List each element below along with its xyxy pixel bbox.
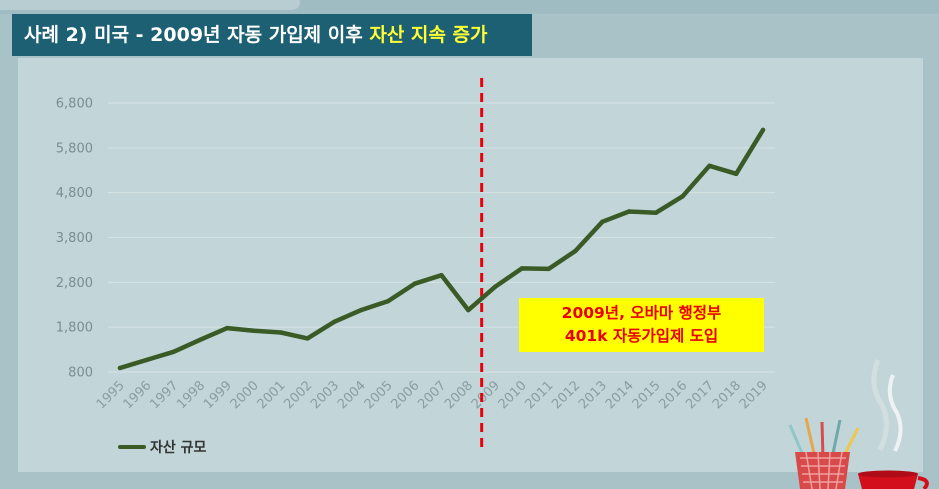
top-strip [0, 0, 939, 14]
slide-title-prefix: 사례 2) 미국 - 2009년 자동 가입제 이후 [24, 24, 370, 46]
data-point [198, 337, 203, 342]
top-tab-shape [0, 0, 300, 10]
x-tick-label: 2017 [683, 378, 717, 412]
y-tick-label: 2,800 [56, 276, 93, 291]
data-point [144, 357, 149, 363]
y-tick-label: 3,800 [56, 231, 93, 246]
x-tick-label: 2010 [496, 378, 530, 412]
data-point [680, 194, 685, 199]
data-point [760, 127, 766, 133]
data-point [573, 248, 578, 254]
x-tick-label: 1999 [201, 378, 235, 412]
y-tick-label: 5,800 [56, 141, 93, 156]
data-point [600, 219, 605, 225]
x-tick-label: 1997 [147, 378, 181, 412]
data-point [358, 307, 364, 313]
x-tick-label: 2014 [603, 378, 637, 412]
data-point [305, 336, 310, 341]
x-tick-label: 2015 [630, 378, 664, 412]
series-points [117, 127, 766, 371]
data-point [412, 281, 417, 286]
x-tick-label: 2013 [576, 378, 610, 412]
data-point [385, 298, 391, 304]
y-axis-ticks: 800 1,800 2,800 3,800 4,800 5,800 6,800 [56, 97, 93, 381]
x-tick-label: 2003 [308, 378, 342, 412]
data-point [171, 349, 176, 355]
data-point [466, 307, 471, 313]
data-point [653, 210, 659, 216]
annotation-line-2: 401k 자동가입제 도입 [564, 327, 719, 345]
x-tick-label: 2012 [549, 378, 583, 412]
x-tick-label: 2000 [228, 378, 262, 412]
data-point [707, 163, 712, 168]
data-point [626, 209, 632, 214]
x-tick-label: 2018 [710, 378, 744, 412]
data-point [439, 272, 444, 278]
legend-line-swatch [118, 445, 146, 449]
x-tick-label: 2006 [389, 378, 423, 412]
x-axis-ticks: 1995199619971998199920002001200220032004… [94, 378, 771, 412]
x-tick-label: 2005 [362, 378, 396, 412]
y-tick-label: 4,800 [56, 186, 93, 201]
data-point [332, 319, 337, 324]
x-tick-label: 2019 [737, 378, 771, 412]
data-point [278, 330, 283, 335]
annotation-line-1: 2009년, 오바마 행정부 [561, 304, 722, 322]
x-tick-label: 2011 [522, 378, 556, 412]
x-tick-label: 1995 [94, 378, 128, 412]
x-tick-label: 2002 [281, 378, 315, 412]
legend: 자산 규모 [118, 437, 206, 457]
x-tick-label: 1996 [121, 378, 155, 412]
y-tick-label: 6,800 [56, 97, 93, 112]
x-tick-label: 2009 [469, 378, 503, 412]
y-tick-label: 1,800 [56, 321, 93, 336]
data-point [519, 266, 525, 271]
data-point [734, 171, 739, 177]
x-tick-label: 1998 [174, 378, 208, 412]
x-tick-label: 2016 [656, 378, 690, 412]
slide-title-highlight: 자산 지속 증가 [369, 24, 488, 46]
data-point [546, 266, 551, 272]
annotation-box: 2009년, 오바마 행정부 401k 자동가입제 도입 [519, 298, 764, 352]
legend-label: 자산 규모 [150, 440, 207, 456]
chart-panel [18, 58, 923, 472]
pencil-cup-and-teacup-icon [788, 359, 929, 489]
slide-title: 사례 2) 미국 - 2009년 자동 가입제 이후 자산 지속 증가 [12, 14, 532, 56]
x-tick-label: 2004 [335, 378, 369, 412]
data-point [492, 284, 498, 290]
x-tick-label: 2007 [415, 378, 449, 412]
data-point [251, 328, 257, 333]
data-point [117, 365, 123, 371]
data-point [224, 325, 230, 331]
y-tick-label: 800 [68, 366, 93, 381]
x-tick-label: 2008 [442, 378, 476, 412]
x-tick-label: 2001 [255, 378, 289, 412]
